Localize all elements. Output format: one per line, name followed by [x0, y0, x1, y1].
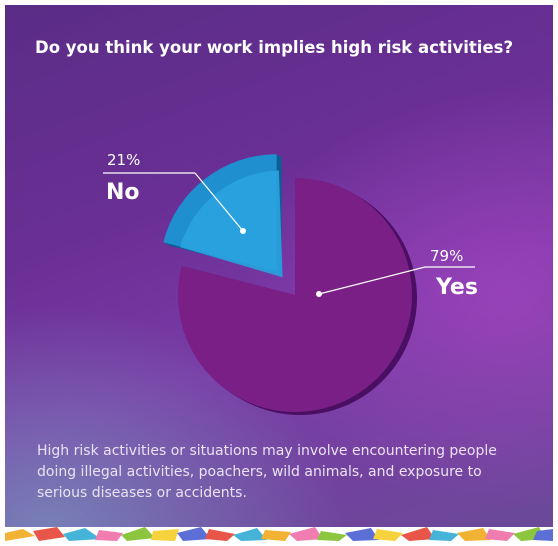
- no-slice-label: No: [106, 180, 140, 205]
- no-percent-label: 21%: [107, 151, 140, 169]
- pie-chart: 21% No 79% Yes: [103, 151, 478, 415]
- yes-slice-label: Yes: [435, 275, 478, 300]
- leader-line-no: [194, 172, 244, 232]
- slice-no: [163, 154, 283, 278]
- slice-yes-face: [178, 178, 412, 412]
- chart-title: Do you think your work implies high risk…: [35, 38, 514, 57]
- yes-percent-label: 79%: [430, 247, 463, 265]
- infographic-card: Do you think your work implies high risk…: [5, 5, 553, 541]
- slices-layer: [163, 154, 417, 415]
- slice-yes: [178, 178, 417, 415]
- footnote-text: High risk activities or situations may i…: [37, 443, 497, 501]
- leader-line-yes: [318, 266, 426, 295]
- decorative-border-strip: [5, 527, 553, 541]
- slice-no-bevel: [179, 170, 283, 278]
